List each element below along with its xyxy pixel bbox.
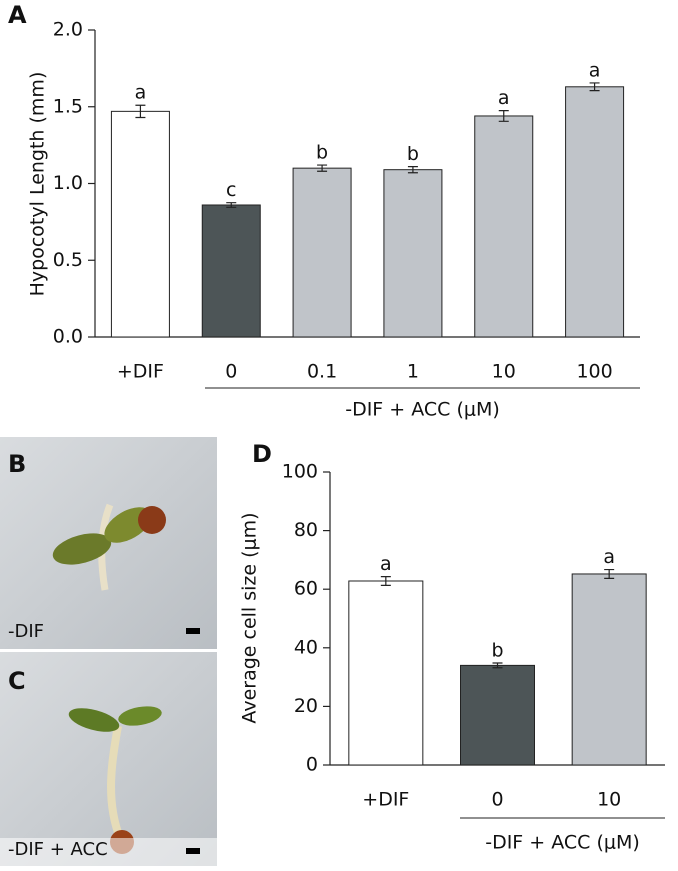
significance-letter: a [589,59,601,81]
error-bar [498,109,509,122]
bar [474,115,534,338]
bar [292,167,352,338]
error-bar [317,164,328,172]
bar [348,580,424,766]
y-tick-label: 20 [294,695,318,717]
x-tick-label: 1 [407,361,419,383]
significance-letter: b [491,640,503,662]
bar [110,110,170,338]
y-tick-label: 40 [294,636,318,658]
photo-caption: -DIF + ACC [8,839,108,860]
error-bar [135,104,146,119]
y-tick-label: 60 [294,578,318,600]
significance-letter: a [135,82,147,104]
group-label: -DIF + ACC (μM) [345,399,500,421]
significance-letter: b [316,142,328,164]
x-tick-label: 10 [492,361,516,383]
y-tick-label: 0.5 [53,249,83,271]
y-tick-label: 1.0 [53,172,83,194]
x-tick-label: 0.1 [307,361,337,383]
y-axis-label: Hypocotyl Length (mm) [27,72,49,297]
photo: C -DIF + ACC [0,652,217,866]
significance-letter: a [603,546,615,568]
panel-label: A [8,1,27,29]
group-label: -DIF + ACC (μM) [485,832,640,854]
y-tick-label: 2.0 [53,19,83,41]
y-axis-label: Average cell size (μm) [239,512,261,723]
bar [383,169,443,338]
photo-caption: -DIF [8,621,44,642]
panel-label: C [8,667,26,695]
x-tick-label: +DIF [362,789,409,811]
x-tick-label: 0 [491,789,503,811]
y-tick-label: 0 [306,754,318,776]
y-tick-label: 80 [294,519,318,541]
x-tick-label: 100 [576,361,612,383]
error-bar [380,576,391,586]
error-bar [589,82,600,92]
significance-letter: c [226,179,236,201]
photo: B -DIF [0,437,217,649]
error-bar [604,568,615,579]
significance-letter: a [498,87,510,109]
panel-label: D [252,440,272,468]
bar [571,573,647,766]
x-tick-label: +DIF [117,361,164,383]
error-bar [407,166,418,174]
y-tick-label: 1.5 [53,95,83,117]
significance-letter: b [407,143,419,165]
y-tick-label: 100 [282,461,318,483]
x-tick-label: 10 [597,789,621,811]
bar [460,664,535,766]
error-bar [226,202,237,208]
y-tick-label: 0.0 [53,326,83,348]
panel-label: B [8,450,26,478]
significance-letter: a [380,553,392,575]
error-bar [492,662,503,669]
bar [201,204,261,338]
bar [565,86,625,338]
x-tick-label: 0 [225,361,237,383]
